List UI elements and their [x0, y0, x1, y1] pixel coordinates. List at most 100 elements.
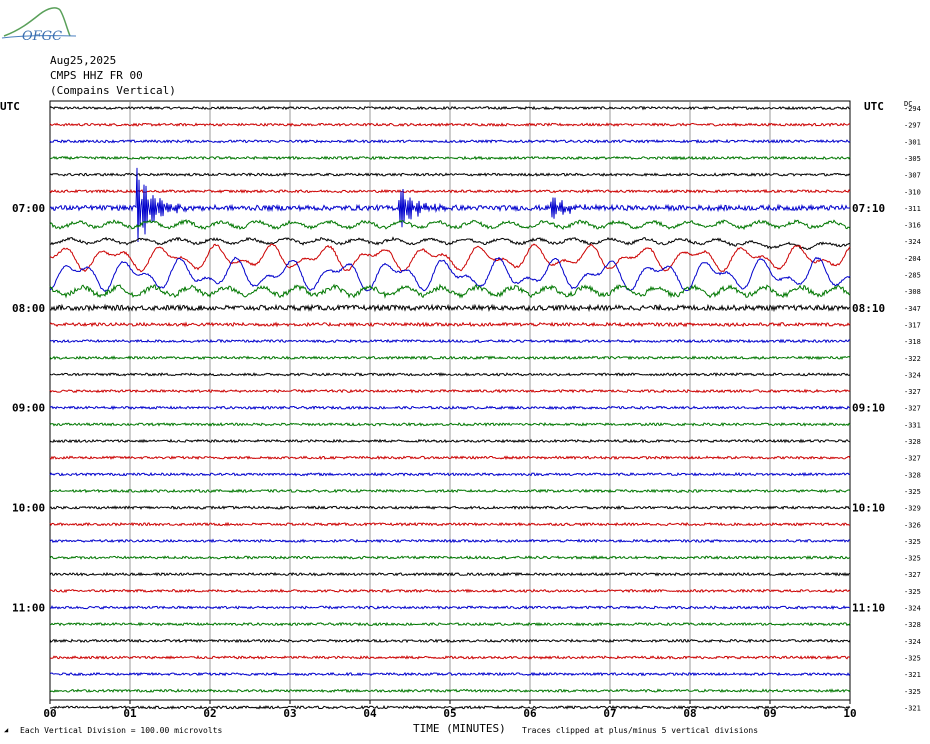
hour-label-right-08:10: 08:10	[852, 302, 885, 315]
dc-label: DC	[904, 100, 912, 108]
trace-row-3	[49, 155, 851, 161]
trace-row-12	[49, 303, 851, 313]
svg-text:OFGC: OFGC	[22, 29, 62, 44]
hour-label-left-11:00: 11:00	[12, 602, 45, 615]
trace-row-26	[49, 538, 851, 544]
trace-row-6	[49, 167, 851, 243]
dc-offset-label: -324	[904, 238, 921, 246]
trace-row-15	[49, 355, 851, 361]
dc-offset-label: -325	[904, 555, 921, 563]
label-group: 00 01 02 03 04 05 06 07 08 09 10 UTC UTC DC 07:00 08:00…	[0, 100, 921, 720]
trace-row-0	[49, 105, 851, 111]
dc-offset-label: -324	[904, 638, 921, 646]
dc-offset-label: -325	[904, 588, 921, 596]
trace-row-28	[49, 571, 850, 577]
hour-label-left-08:00: 08:00	[12, 302, 45, 315]
dc-offset-label: -328	[904, 471, 921, 479]
dc-offset-label: -331	[904, 421, 921, 429]
date-label: Aug25,2025	[50, 54, 117, 67]
trace-row-23	[49, 488, 851, 494]
dc-offset-label: -305	[904, 155, 921, 163]
scale-note: Each Vertical Division = 100.00 microvol…	[20, 726, 223, 735]
trace-row-36	[49, 704, 851, 710]
x-axis-label: TIME (MINUTES)	[413, 722, 506, 735]
clip-note: Traces clipped at plus/minus 5 vertical …	[522, 726, 759, 735]
dc-offset-label: -327	[904, 455, 921, 463]
dc-offset-label: -294	[904, 105, 921, 113]
dc-offset-label: -317	[904, 321, 921, 329]
dc-offset-label: -308	[904, 288, 921, 296]
trace-row-29	[49, 588, 851, 594]
trace-row-32	[49, 638, 851, 644]
dc-offset-label: -301	[904, 138, 921, 146]
x-tick-label-07: 07	[603, 707, 616, 720]
dc-offset-label: -297	[904, 122, 921, 130]
x-tick-label-08: 08	[683, 707, 696, 720]
station-label: CMPS HHZ FR 00	[50, 69, 143, 82]
trace-row-33	[49, 654, 851, 660]
dc-offset-label: -347	[904, 305, 921, 313]
dc-offset-label: -285	[904, 272, 921, 280]
dc-offset-label: -316	[904, 222, 921, 230]
dc-offset-label: -204	[904, 255, 921, 263]
hour-label-left-10:00: 10:00	[12, 502, 45, 515]
hour-label-right-11:10: 11:10	[852, 602, 885, 615]
trace-row-8	[49, 236, 851, 251]
trace-row-34	[49, 671, 851, 677]
dc-offset-label: -325	[904, 654, 921, 662]
trace-row-20	[49, 438, 851, 444]
trace-row-17	[49, 388, 851, 394]
dc-offset-label: -322	[904, 355, 921, 363]
hour-label-right-10:10: 10:10	[852, 502, 885, 515]
trace-row-16	[49, 371, 851, 377]
x-tick-label-01: 01	[123, 707, 137, 720]
trace-row-2	[49, 138, 851, 144]
dc-offset-label: -311	[904, 205, 921, 213]
dc-offset-label: -324	[904, 605, 921, 613]
trace-row-4	[49, 172, 851, 177]
dc-offset-label: -325	[904, 488, 921, 496]
trace-row-22	[49, 471, 851, 477]
x-tick-label-04: 04	[363, 707, 377, 720]
trace-row-27	[49, 555, 851, 560]
trace-row-5	[49, 188, 851, 194]
trace-row-9	[49, 243, 851, 273]
dc-offset-label: -310	[904, 188, 921, 196]
trace-row-13	[49, 321, 851, 328]
trace-row-14	[49, 338, 851, 344]
dc-offset-label: -327	[904, 388, 921, 396]
trace-row-7	[49, 219, 851, 231]
trace-row-30	[49, 605, 851, 610]
dc-offset-label: -325	[904, 688, 921, 696]
right-utc-label: UTC	[864, 100, 884, 113]
small-mark: ◢	[4, 726, 9, 734]
x-tick-label-00: 00	[43, 707, 56, 720]
grid-lines	[49, 100, 851, 704]
hour-label-right-07:10: 07:10	[852, 202, 885, 215]
dc-offset-label: -329	[904, 505, 921, 513]
x-tick-label-06: 06	[523, 707, 537, 720]
trace-row-1	[49, 122, 851, 128]
dc-offset-label: -325	[904, 538, 921, 546]
dc-offset-label: -328	[904, 621, 921, 629]
x-tick-label-02: 02	[203, 707, 216, 720]
dc-offset-label: -326	[904, 521, 921, 529]
trace-row-35	[49, 688, 851, 694]
dc-offset-label: -328	[904, 438, 921, 446]
dc-offset-label: -327	[904, 405, 921, 413]
x-tick-label-09: 09	[763, 707, 776, 720]
x-tick-label-05: 05	[443, 707, 456, 720]
location-label: (Compains Vertical)	[50, 84, 176, 97]
dc-offset-label: -318	[904, 338, 921, 346]
trace-row-18	[49, 405, 851, 411]
dc-offset-label: -321	[904, 671, 921, 679]
hour-label-left-07:00: 07:00	[12, 202, 45, 215]
dc-offset-label: -307	[904, 172, 921, 180]
x-tick-label-10: 10	[843, 707, 856, 720]
trace-row-19	[49, 422, 851, 427]
trace-row-11	[49, 283, 851, 299]
trace-row-31	[49, 621, 851, 627]
dc-offset-label: -321	[904, 704, 921, 712]
dc-offset-label: -327	[904, 571, 921, 579]
